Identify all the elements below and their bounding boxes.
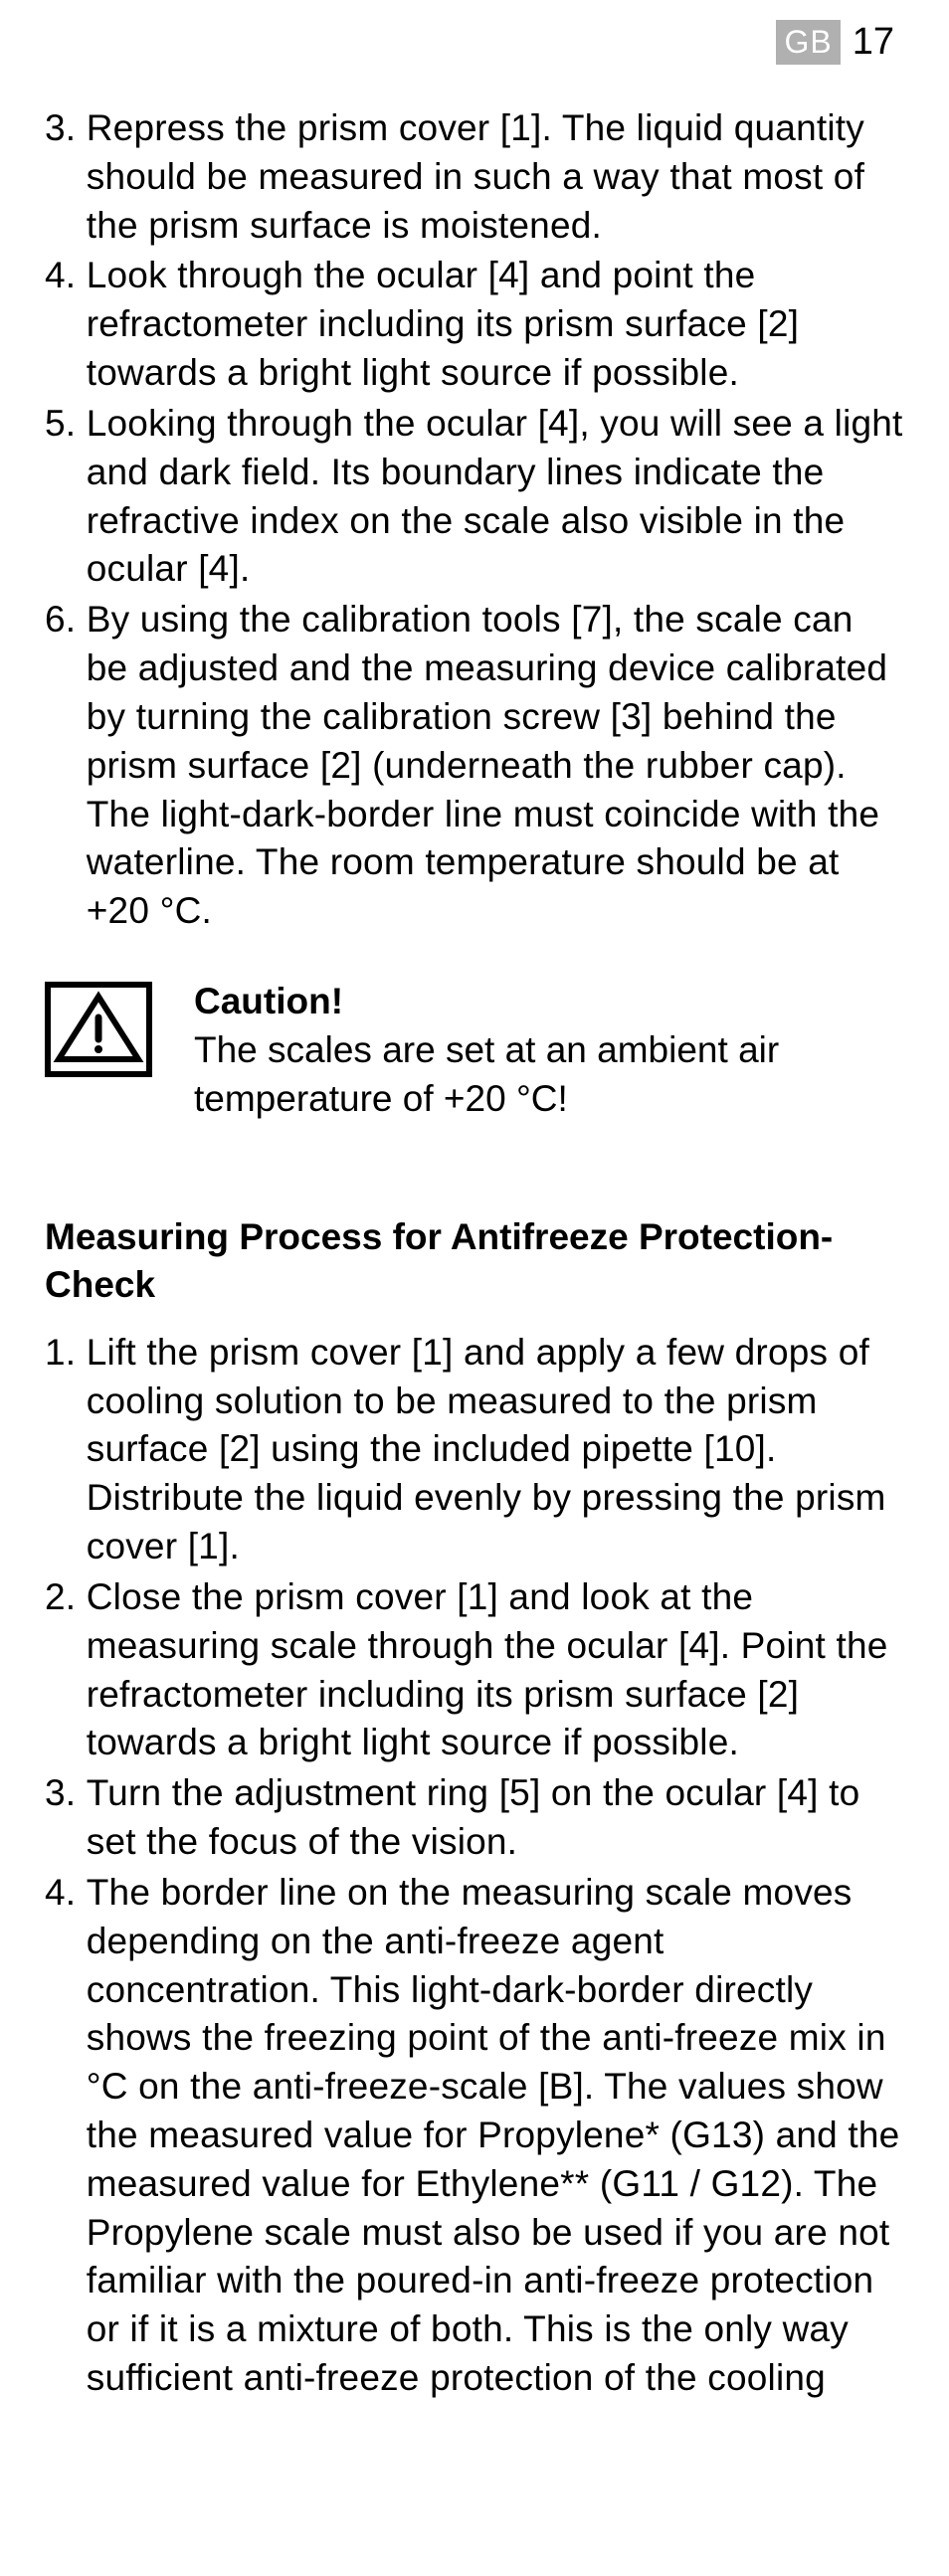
list-item: 6. By using the calibration tools [7], t… [45, 596, 904, 936]
list-item-text: The border line on the measuring scale m… [87, 1869, 904, 2403]
list-item-number: 1. [45, 1329, 87, 1571]
list-item: 1. Lift the prism cover [1] and apply a … [45, 1329, 904, 1571]
list-item-number: 6. [45, 596, 87, 936]
caution-text: Caution! The scales are set at an ambien… [194, 978, 904, 1123]
caution-body: The scales are set at an ambient air tem… [194, 1029, 779, 1119]
list-item-number: 5. [45, 400, 87, 594]
list-item-text: Repress the prism cover [1]. The liquid … [87, 104, 904, 250]
warning-icon [45, 982, 152, 1077]
page-number: 17 [853, 21, 894, 64]
list-item: 3. Turn the adjustment ring [5] on the o… [45, 1769, 904, 1867]
list-item-number: 2. [45, 1573, 87, 1767]
instruction-list-2: 1. Lift the prism cover [1] and apply a … [45, 1329, 904, 2403]
list-item-number: 3. [45, 104, 87, 250]
caution-block: Caution! The scales are set at an ambien… [45, 978, 904, 1123]
list-item-number: 4. [45, 252, 87, 397]
list-item: 5. Looking through the ocular [4], you w… [45, 400, 904, 594]
language-badge: GB [776, 20, 840, 65]
list-item: 4. The border line on the measuring scal… [45, 1869, 904, 2403]
list-item: 4. Look through the ocular [4] and point… [45, 252, 904, 397]
caution-title: Caution! [194, 978, 904, 1026]
section-heading: Measuring Process for Antifreeze Protect… [45, 1213, 904, 1309]
list-item-text: Look through the ocular [4] and point th… [87, 252, 904, 397]
list-item: 3. Repress the prism cover [1]. The liqu… [45, 104, 904, 250]
list-item-text: By using the calibration tools [7], the … [87, 596, 904, 936]
list-item-number: 4. [45, 1869, 87, 2403]
list-item: 2. Close the prism cover [1] and look at… [45, 1573, 904, 1767]
instruction-list-1: 3. Repress the prism cover [1]. The liqu… [45, 104, 904, 936]
list-item-number: 3. [45, 1769, 87, 1867]
list-item-text: Lift the prism cover [1] and apply a few… [87, 1329, 904, 1571]
page-header: GB 17 [45, 20, 904, 65]
document-page: GB 17 3. Repress the prism cover [1]. Th… [0, 0, 949, 2465]
list-item-text: Close the prism cover [1] and look at th… [87, 1573, 904, 1767]
list-item-text: Turn the adjustment ring [5] on the ocul… [87, 1769, 904, 1867]
list-item-text: Looking through the ocular [4], you will… [87, 400, 904, 594]
